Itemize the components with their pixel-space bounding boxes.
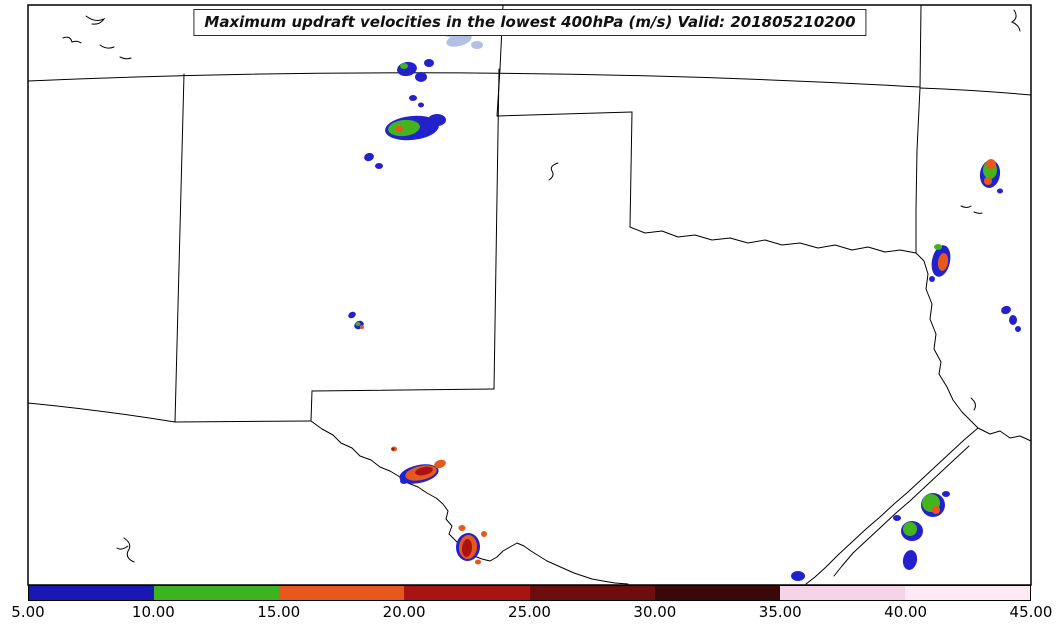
- storm-cell: [409, 95, 417, 101]
- colorbar-tick-label: 15.00: [257, 603, 301, 621]
- storm-cell: [929, 276, 935, 282]
- lake-feature: [960, 205, 983, 214]
- colorbar-segment: [404, 586, 530, 600]
- storm-cell: [434, 459, 446, 469]
- storm-cell: [415, 466, 433, 476]
- storm-cell: [375, 163, 383, 169]
- storm-cell: [424, 59, 434, 67]
- state-borders: [27, 4, 1032, 585]
- storm-cell: [355, 322, 361, 326]
- colorbar-tick-label: 35.00: [758, 603, 802, 621]
- storm-cells-layer: [348, 31, 1021, 581]
- colorbar-tick-label: 5.00: [11, 603, 45, 621]
- border-tx-ok-100w: [629, 111, 633, 228]
- storm-cell: [348, 311, 356, 319]
- storm-cell: [791, 571, 805, 581]
- colorbar-segment: [529, 586, 655, 600]
- coastline-texas: [805, 427, 979, 585]
- storm-cell: [471, 41, 483, 49]
- map-title: Maximum updraft velocities in the lowest…: [193, 9, 867, 36]
- storm-cell: [934, 244, 942, 250]
- lake-feature: [99, 44, 115, 49]
- storm-cell: [902, 550, 918, 570]
- colorbar-tick-labels: 5.00 10.00 15.00 20.00 25.00 30.00 35.00 40.00 4…: [11, 603, 1052, 625]
- border-ok-panhandle-south: [496, 111, 633, 117]
- storm-cell: [481, 531, 487, 537]
- storm-cell: [400, 63, 408, 69]
- colorbar-segment: [904, 586, 1030, 600]
- border-red-river: [629, 226, 917, 254]
- geo-features: [62, 9, 1021, 563]
- storm-cell: [364, 152, 374, 162]
- border-az-mexico: [27, 402, 176, 423]
- colorbar-segment: [654, 586, 780, 600]
- map-border: [27, 4, 1032, 586]
- colorbar-segment: [154, 586, 280, 600]
- border-tx-la: [915, 252, 979, 429]
- colorbar-tick-label: 20.00: [382, 603, 426, 621]
- storm-cell: [388, 119, 420, 137]
- colorbar-tick-label: 25.00: [508, 603, 551, 621]
- storm-cell: [428, 114, 446, 126]
- storm-cell: [893, 515, 901, 521]
- river-feature: [1010, 9, 1021, 32]
- border-nm-mexico: [174, 420, 312, 423]
- lake-feature: [119, 56, 132, 60]
- storm-cell: [400, 478, 408, 484]
- storm-cell: [391, 447, 395, 451]
- border-mo-ar: [919, 87, 1032, 96]
- lake-feature: [62, 36, 82, 44]
- colorbar-segment: [779, 586, 905, 600]
- border-tx-elpaso: [310, 390, 313, 422]
- river-feature: [116, 537, 135, 563]
- storm-cell: [446, 33, 472, 47]
- border-ks-mo: [919, 4, 922, 89]
- lake-feature: [970, 397, 976, 411]
- storm-cell: [1009, 315, 1017, 325]
- border-37n-parallel: [27, 72, 921, 88]
- coastline-barrier-islands: [833, 445, 970, 577]
- storm-cell: [458, 525, 466, 531]
- colorbar-segment: [29, 586, 155, 600]
- border-ok-ar: [915, 87, 921, 254]
- storm-cell: [395, 126, 403, 132]
- colorbar-tick-label: 45.00: [1009, 603, 1053, 621]
- storm-cell: [932, 506, 940, 514]
- storm-cell: [984, 177, 992, 185]
- colorbar-tick-label: 40.00: [884, 603, 928, 621]
- colorbar: [28, 585, 1031, 601]
- river-feature: [548, 162, 559, 181]
- storm-cell: [942, 491, 950, 497]
- storm-cell: [937, 253, 949, 271]
- storm-cell: [475, 559, 481, 565]
- storm-cell: [1001, 305, 1011, 315]
- lake-feature: [85, 15, 106, 25]
- border-tx-nm-103w: [493, 68, 500, 390]
- storm-cell: [986, 159, 996, 169]
- colorbar-segment: [279, 586, 405, 600]
- storm-cell: [461, 539, 473, 557]
- storm-cell: [360, 325, 364, 329]
- colorbar-tick-label: 30.00: [633, 603, 677, 621]
- colorbar-tick-label: 10.00: [131, 603, 175, 621]
- storm-cell: [1015, 326, 1021, 332]
- storm-cell: [997, 188, 1003, 194]
- storm-cell: [415, 72, 427, 82]
- storm-cell: [418, 102, 424, 108]
- storm-cell: [903, 522, 917, 536]
- coastline-louisiana: [977, 427, 1032, 442]
- border-nm-az: [174, 73, 185, 423]
- border-tx-nm-32n: [311, 388, 495, 392]
